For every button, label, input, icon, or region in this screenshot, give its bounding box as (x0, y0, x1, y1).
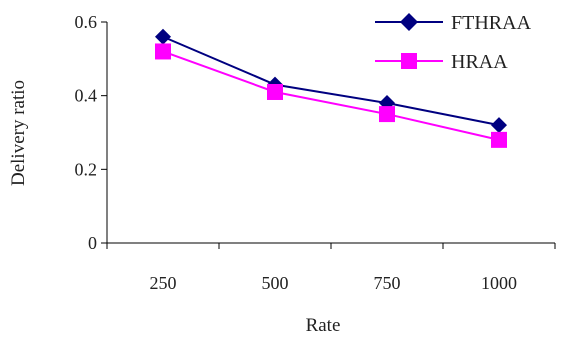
y-tick-label: 0 (88, 233, 97, 253)
data-point (155, 28, 171, 45)
legend-item: FTHRAA (375, 12, 532, 34)
series-hraa (155, 43, 507, 148)
legend-label: HRAA (451, 51, 508, 73)
y-axis-label: Delivery ratio (8, 80, 29, 186)
y-tick-label: 0.2 (75, 159, 98, 179)
y-tick-label: 0.4 (75, 86, 98, 106)
legend-item: HRAA (375, 51, 508, 73)
data-point (491, 131, 507, 148)
x-tick-label: 1000 (481, 273, 517, 293)
series-line (162, 50, 500, 141)
x-tick-label: 250 (150, 273, 177, 293)
legend-marker (400, 13, 418, 31)
x-tick-label: 500 (262, 273, 289, 293)
data-point (155, 43, 171, 60)
y-tick-label: 0.6 (75, 12, 98, 32)
data-point (491, 117, 507, 134)
series-fthraa (155, 28, 507, 134)
legend: FTHRAA HRAA (375, 12, 532, 73)
x-tick-label: 750 (374, 273, 401, 293)
axes (101, 21, 556, 249)
data-point (379, 106, 395, 123)
legend-label: FTHRAA (451, 12, 532, 34)
series-line (162, 35, 500, 127)
x-axis-label: Rate (306, 315, 341, 336)
series-layer (155, 28, 507, 148)
legend-marker (401, 53, 417, 69)
y-tick-labels: 0 0.2 0.4 0.6 (75, 12, 98, 253)
x-tick-labels: 250 500 750 1000 (150, 273, 518, 293)
data-point (267, 83, 283, 100)
